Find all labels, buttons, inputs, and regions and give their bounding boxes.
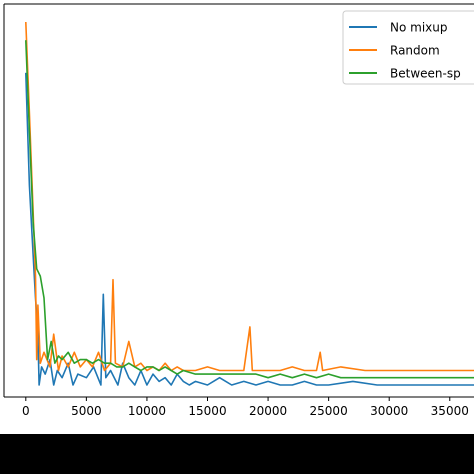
x-tick-label: 25000 <box>310 404 348 418</box>
x-tick-label: 30000 <box>370 404 408 418</box>
legend-label-1: Random <box>390 44 440 58</box>
x-tick-label: 0 <box>22 404 30 418</box>
series-layer <box>25 21 474 386</box>
x-tick-label: 35000 <box>431 404 469 418</box>
x-tick-label: 5000 <box>71 404 102 418</box>
legend: No mixup Random Between-sp <box>342 10 474 85</box>
x-tick-label: 15000 <box>188 404 226 418</box>
bottom-black-band <box>0 434 474 474</box>
legend-box <box>342 10 474 85</box>
series-line-0 <box>25 72 474 386</box>
legend-label-0: No mixup <box>390 21 447 35</box>
legend-label-2: Between-sp <box>390 67 461 81</box>
x-tick-label: 20000 <box>249 404 287 418</box>
series-line-2 <box>25 40 474 379</box>
series-line-1 <box>25 21 474 372</box>
x-tick-label: 10000 <box>128 404 166 418</box>
axes-layer: 0 5000 10000 15000 20000 25000 30000 35000 <box>3 3 474 418</box>
